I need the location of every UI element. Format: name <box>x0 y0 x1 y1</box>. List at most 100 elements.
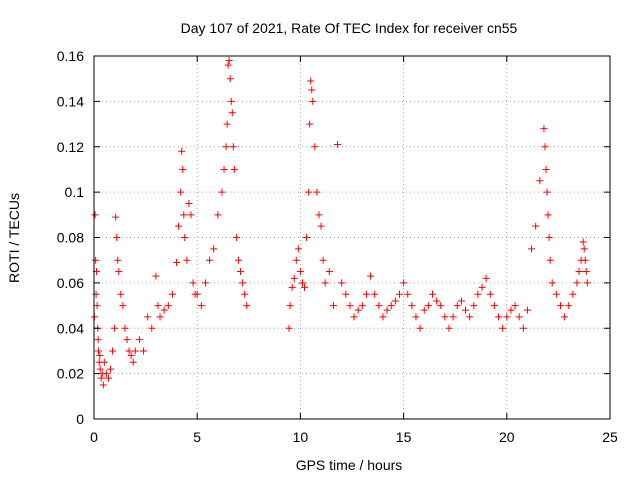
data-point <box>441 313 449 321</box>
data-point <box>329 302 337 310</box>
data-point <box>160 306 168 314</box>
data-point <box>575 268 583 276</box>
data-point <box>462 306 470 314</box>
data-point <box>309 97 317 105</box>
data-point <box>193 290 201 298</box>
data-point <box>579 238 587 246</box>
data-point <box>100 358 108 366</box>
y-tick-label: 0.04 <box>57 320 84 336</box>
data-point <box>135 336 143 344</box>
data-point <box>495 313 503 321</box>
data-point <box>243 302 251 310</box>
data-point <box>470 302 478 310</box>
data-point <box>301 283 309 291</box>
data-point <box>449 313 457 321</box>
x-tick-label: 10 <box>293 429 309 445</box>
data-point <box>95 347 103 355</box>
data-point <box>528 245 536 253</box>
data-point <box>437 302 445 310</box>
data-point <box>125 347 133 355</box>
axis-ticks: 0 5 10 15 20 25 0 0.02 0.04 0.06 0.08 0.1 0.12 0.14 0.… <box>57 48 618 445</box>
data-point <box>503 313 511 321</box>
data-point <box>387 302 395 310</box>
data-point <box>408 302 416 310</box>
data-point <box>542 165 550 173</box>
data-point <box>234 256 242 264</box>
plot-frame <box>93 55 611 420</box>
data-point <box>511 302 519 310</box>
data-point <box>507 306 515 314</box>
x-tick-label: 0 <box>90 429 98 445</box>
data-point <box>144 313 152 321</box>
data-point <box>131 347 139 355</box>
data-point <box>93 302 101 310</box>
data-point <box>346 302 354 310</box>
data-point <box>350 313 358 321</box>
y-tick-label: 0.16 <box>57 48 84 64</box>
data-point <box>544 211 552 219</box>
data-point <box>445 324 453 332</box>
data-point <box>148 324 156 332</box>
data-point <box>239 279 247 287</box>
data-point <box>583 279 591 287</box>
data-point <box>104 374 112 382</box>
data-point <box>180 211 188 219</box>
data-point <box>569 290 577 298</box>
data-point <box>206 256 214 264</box>
data-points <box>90 57 591 389</box>
data-point <box>175 222 183 230</box>
data-point <box>308 86 316 94</box>
data-point <box>433 297 441 305</box>
data-point <box>486 290 494 298</box>
data-point <box>201 279 209 287</box>
data-point <box>540 125 548 133</box>
data-point <box>96 365 104 373</box>
data-point <box>226 75 234 83</box>
data-point <box>536 177 544 185</box>
data-point <box>311 143 319 151</box>
y-tick-label: 0.12 <box>57 139 84 155</box>
data-point <box>183 256 191 264</box>
data-point <box>154 302 162 310</box>
data-point <box>113 234 121 241</box>
data-point <box>582 268 590 276</box>
data-point <box>391 297 399 305</box>
data-point <box>189 279 197 287</box>
data-point <box>152 272 160 280</box>
data-point <box>222 143 230 151</box>
data-point <box>548 279 556 287</box>
data-point <box>285 324 293 332</box>
data-point <box>580 245 588 253</box>
data-point <box>354 306 362 314</box>
data-point <box>224 61 232 69</box>
data-point <box>121 324 129 332</box>
grid-lines <box>94 56 610 419</box>
data-point <box>223 120 231 128</box>
y-tick-label: 0.02 <box>57 366 84 382</box>
data-point <box>545 234 553 241</box>
data-point <box>367 272 375 280</box>
data-point <box>424 302 432 310</box>
data-point <box>92 256 100 264</box>
data-point <box>561 313 569 321</box>
data-point <box>383 306 391 314</box>
data-point <box>164 302 172 310</box>
data-point <box>230 165 238 173</box>
data-point <box>112 213 120 221</box>
data-point <box>306 120 314 128</box>
data-point <box>286 302 294 310</box>
data-point <box>519 324 527 332</box>
data-point <box>296 268 304 276</box>
data-point <box>181 234 189 241</box>
data-point <box>99 381 107 389</box>
y-tick-label: 0.1 <box>65 184 85 200</box>
data-point <box>371 290 379 298</box>
x-tick-label: 5 <box>193 429 201 445</box>
data-point <box>404 290 412 298</box>
data-point <box>515 313 523 321</box>
y-tick-label: 0.08 <box>57 230 84 246</box>
data-point <box>362 290 370 298</box>
data-point <box>466 313 474 321</box>
data-point <box>556 302 564 310</box>
data-point <box>214 211 222 219</box>
